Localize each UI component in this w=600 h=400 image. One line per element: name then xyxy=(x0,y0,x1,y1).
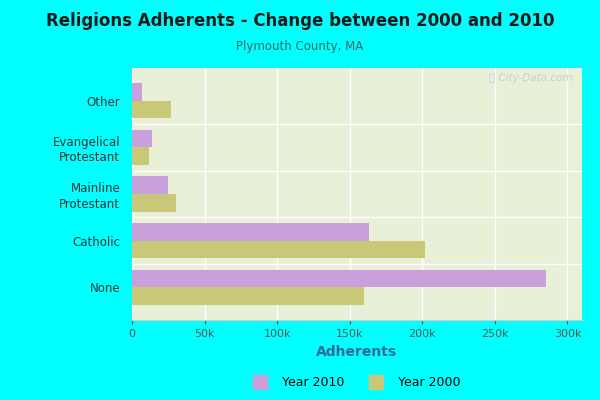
Legend: Year 2010, Year 2000: Year 2010, Year 2000 xyxy=(248,371,466,394)
Bar xyxy=(132,176,168,194)
Text: Ⓡ City-Data.com: Ⓡ City-Data.com xyxy=(490,73,573,83)
X-axis label: Adherents: Adherents xyxy=(316,344,398,358)
Text: Plymouth County, MA: Plymouth County, MA xyxy=(236,40,364,53)
Bar xyxy=(132,287,364,305)
Bar xyxy=(132,270,546,287)
Bar xyxy=(132,147,149,165)
Bar xyxy=(132,194,176,212)
Bar xyxy=(132,101,171,118)
Text: Religions Adherents - Change between 2000 and 2010: Religions Adherents - Change between 200… xyxy=(46,12,554,30)
Bar xyxy=(132,83,142,101)
Bar xyxy=(132,130,152,147)
Bar xyxy=(132,223,368,241)
Bar xyxy=(132,241,425,258)
